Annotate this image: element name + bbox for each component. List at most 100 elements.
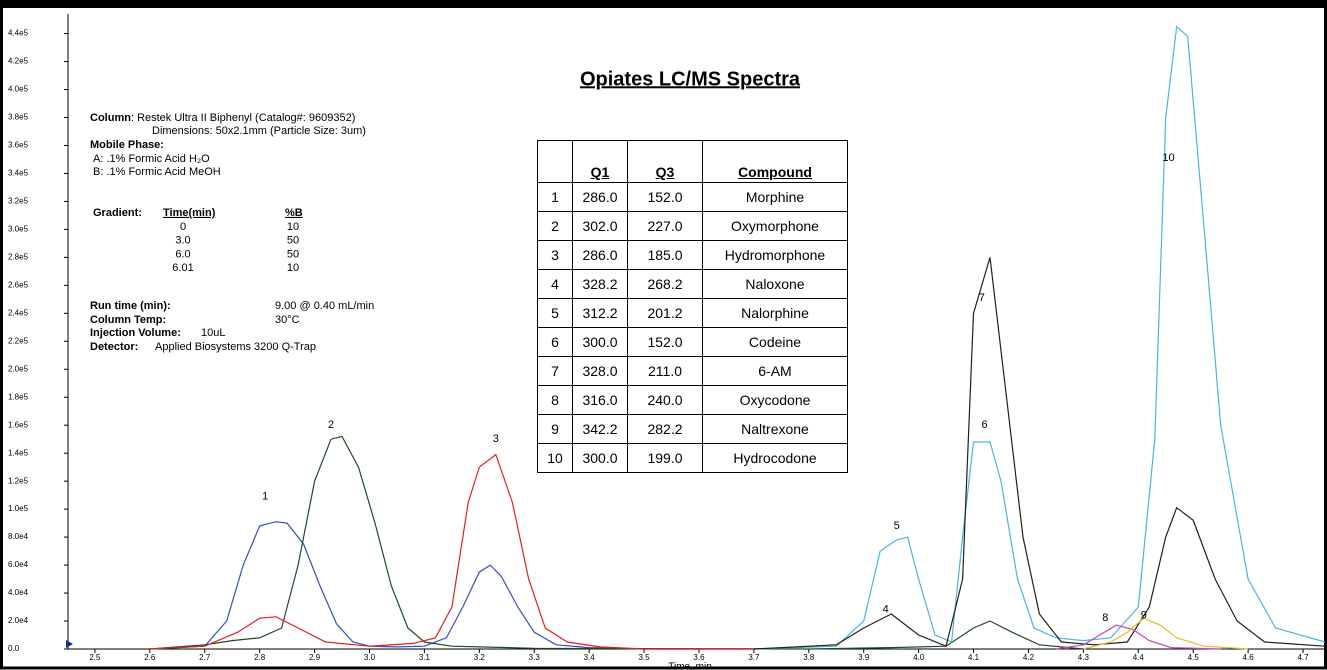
x-tick-label: 2.8 — [254, 653, 266, 662]
table-cell: 302.0 — [572, 211, 628, 241]
peak-label: 9 — [1141, 609, 1147, 621]
peak-label: 10 — [1162, 152, 1174, 164]
x-tick-label: 2.5 — [89, 653, 101, 662]
x-tick-label: 3.0 — [364, 653, 376, 662]
x-tick-label: 3.8 — [803, 653, 815, 662]
table-row: 2 302.0 227.0 Oxymorphone — [537, 211, 848, 241]
gradient-cell: 10 — [287, 262, 299, 274]
table-cell: Hydrocodone — [702, 443, 848, 473]
y-tick-label: 3.0e5 — [8, 225, 29, 234]
table-cell: 227.0 — [627, 211, 703, 241]
gradient-header: %B — [285, 207, 303, 219]
table-header: Q1 Q3 Compound — [537, 140, 848, 183]
method-value: : Restek Ultra II Biphenyl (Catalog#: 96… — [131, 112, 355, 124]
x-tick-label: 3.4 — [584, 653, 596, 662]
y-tick-label: 8.0e4 — [8, 532, 29, 541]
table-cell: Naloxone — [702, 269, 848, 299]
table-cell: 316.0 — [572, 385, 628, 415]
table-cell: 152.0 — [627, 182, 703, 212]
table-cell: Codeine — [702, 327, 848, 357]
table-cell: 10 — [537, 443, 573, 473]
table-row: 7 328.0 211.0 6-AM — [537, 356, 848, 386]
y-tick-label: 4.0e5 — [8, 85, 29, 94]
table-cell: 211.0 — [627, 356, 703, 386]
x-tick-label: 3.2 — [474, 653, 486, 662]
table-row: 10 300.0 199.0 Hydrocodone — [537, 443, 848, 473]
table-cell: 342.2 — [572, 414, 628, 444]
x-tick-label: 3.5 — [638, 653, 650, 662]
y-tick-label: 2.6e5 — [8, 280, 29, 289]
x-tick-label: 4.1 — [968, 653, 980, 662]
table-cell: Hydromorphone — [702, 240, 848, 270]
x-axis-label: Time, min — [668, 662, 712, 670]
peak-label: 2 — [328, 419, 334, 431]
y-tick-label: 1.4e5 — [8, 448, 29, 457]
table-cell: 240.0 — [627, 385, 703, 415]
table-cell: 300.0 — [572, 327, 628, 357]
y-tick-label: 2.4e5 — [8, 308, 29, 317]
method-value: 30°C — [275, 314, 300, 326]
table-header-cell: Q1 — [572, 140, 628, 183]
table-body: 1 286.0 152.0 Morphine 2 302.0 227.0 Oxymorphon… — [537, 182, 848, 473]
method-label: Run time (min): — [90, 300, 171, 312]
table-cell: 328.2 — [572, 269, 628, 299]
x-tick-label: 3.6 — [693, 653, 705, 662]
method-label: Column Temp: — [90, 314, 166, 326]
table-cell: Oxycodone — [702, 385, 848, 415]
table-row: 5 312.2 201.2 Nalorphine — [537, 298, 848, 328]
y-tick-label: 0.0 — [8, 644, 20, 653]
table-row: 9 342.2 282.2 Naltrexone — [537, 414, 848, 444]
table-cell: 4 — [537, 269, 573, 299]
transition-table: Q1 Q3 Compound 1 286.0 152.0 Morphine 2 302.0… — [537, 140, 848, 473]
peak-label: 6 — [981, 419, 987, 431]
table-cell: 8 — [537, 385, 573, 415]
table-cell: Nalorphine — [702, 298, 848, 328]
gradient-cell: 0 — [180, 221, 186, 233]
table-cell: 6 — [537, 327, 573, 357]
x-tick-label: 4.0 — [913, 653, 925, 662]
table-cell: 6-AM — [702, 356, 848, 386]
table-cell: 312.2 — [572, 298, 628, 328]
x-tick-label: 3.1 — [419, 653, 431, 662]
y-tick-label: 3.6e5 — [8, 141, 29, 150]
x-tick-label: 4.5 — [1188, 653, 1200, 662]
table-cell: 9 — [537, 414, 573, 444]
method-value: A: .1% Formic Acid H₂O — [93, 153, 210, 165]
x-tick-label: 4.7 — [1297, 653, 1309, 662]
top-bar — [0, 0, 1327, 8]
x-tick-label: 4.2 — [1023, 653, 1035, 662]
peak-label: 5 — [894, 520, 900, 532]
trace-line — [753, 25, 1326, 650]
x-tick-label: 3.3 — [529, 653, 541, 662]
y-tick-label: 4.2e5 — [8, 57, 29, 66]
table-cell: 5 — [537, 298, 573, 328]
y-tick-label: 4.4e5 — [8, 29, 29, 38]
gradient-cell: 3.0 — [175, 235, 190, 247]
y-tick-label: 2.8e5 — [8, 252, 29, 261]
table-header-cell: Compound — [702, 140, 848, 183]
method-value: B: .1% Formic Acid MeOH — [93, 166, 221, 178]
table-header-cell: Q3 — [627, 140, 703, 183]
method-value: 10uL — [201, 327, 225, 339]
method-value: 9.00 @ 0.40 mL/min — [275, 300, 374, 312]
table-cell: 199.0 — [627, 443, 703, 473]
table-cell: 201.2 — [627, 298, 703, 328]
trace-line — [753, 257, 1326, 650]
method-label: Detector: — [90, 341, 138, 353]
table-row: 6 300.0 152.0 Codeine — [537, 327, 848, 357]
table-cell: Morphine — [702, 182, 848, 212]
trace-line — [1083, 617, 1249, 650]
y-tick-label: 1.6e5 — [8, 420, 29, 429]
gradient-cell: 6.01 — [172, 262, 193, 274]
gradient-cell: 50 — [287, 235, 299, 247]
peak-label: 7 — [979, 292, 985, 304]
table-row: 3 286.0 185.0 Hydromorphone — [537, 240, 848, 270]
table-cell: 300.0 — [572, 443, 628, 473]
y-tick-label: 4.0e4 — [8, 588, 29, 597]
x-tick-label: 3.7 — [748, 653, 760, 662]
y-tick-label: 1.8e5 — [8, 392, 29, 401]
method-value: Dimensions: 50x2.1mm (Particle Size: 3um… — [152, 125, 366, 137]
x-tick-label: 2.6 — [144, 653, 156, 662]
